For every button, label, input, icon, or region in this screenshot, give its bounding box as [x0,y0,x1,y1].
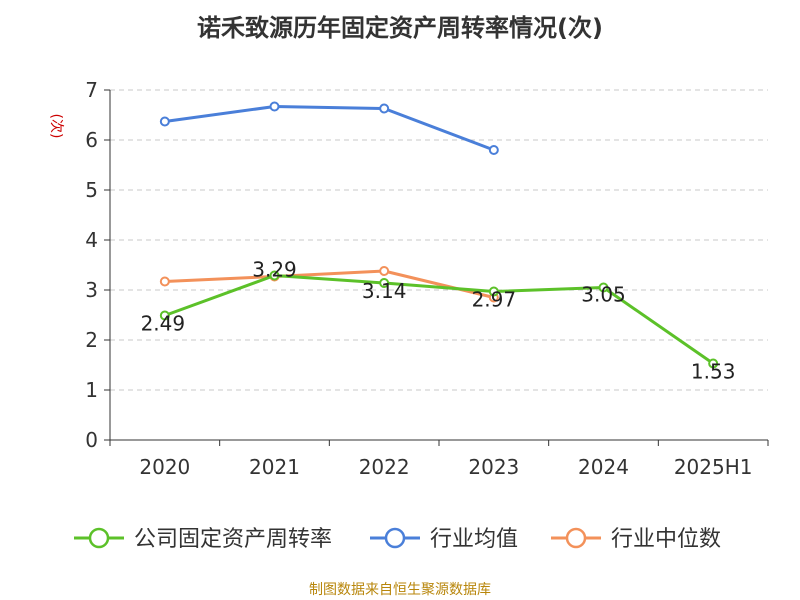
x-tick-label: 2025H1 [674,455,753,479]
y-tick-label: 1 [85,378,98,402]
y-tick-label: 4 [85,228,98,252]
x-tick-label: 2020 [139,455,190,479]
y-tick-label: 2 [85,328,98,352]
y-axis-label: (次) [48,114,64,139]
series-line-0 [164,274,715,365]
data-label: 3.14 [362,279,407,303]
source-caption: 制图数据来自恒生聚源数据库 [309,582,491,598]
data-point [379,103,390,114]
data-point [159,116,170,127]
data-point [379,266,390,276]
data-point [269,270,280,281]
x-tick-label: 2022 [359,455,410,479]
y-tick-label: 6 [85,128,98,152]
legend-marker-1 [384,527,406,549]
series-line-1 [164,105,495,152]
legend-marker-2 [565,527,587,549]
y-tick-label: 0 [85,428,98,452]
legend-marker-0 [88,527,110,549]
data-point [379,278,390,288]
y-tick-label: 5 [85,178,98,202]
data-point [488,145,499,155]
chart-title: 诺禾致源历年固定资产周转率情况(次) [197,14,603,42]
data-point [708,358,719,369]
y-tick-label: 3 [85,278,98,302]
x-tick-label: 2024 [578,455,629,479]
data-label: 1.53 [691,360,736,384]
data-point [269,101,280,112]
data-label: 3.29 [252,258,297,282]
data-point [598,282,609,293]
data-point [159,276,170,287]
series-lines [159,101,719,369]
y-tick-label: 7 [85,78,98,102]
data-label: 2.49 [141,312,186,336]
data-labels: 2.49 3.29 3.14 2.97 3.05 1.53 [141,258,736,384]
legend-label: 行业均值 [430,527,518,552]
legend-label: 行业中位数 [611,527,721,552]
data-label: 2.97 [472,288,517,312]
axes: 0 1 2 3 4 5 6 7 2020 2021 2022 2023 2024 2025H1 [85,78,769,479]
data-point [488,286,499,297]
grid-lines [110,89,768,391]
x-tick-label: 2021 [249,455,300,479]
series-line-2 [164,269,495,299]
legend-label: 公司固定资产周转率 [134,527,332,552]
data-point [159,310,170,321]
legend: 公司固定资产周转率 行业均值 行业中位数 [74,527,721,552]
data-label: 3.05 [581,283,626,307]
x-tick-label: 2023 [468,455,519,479]
